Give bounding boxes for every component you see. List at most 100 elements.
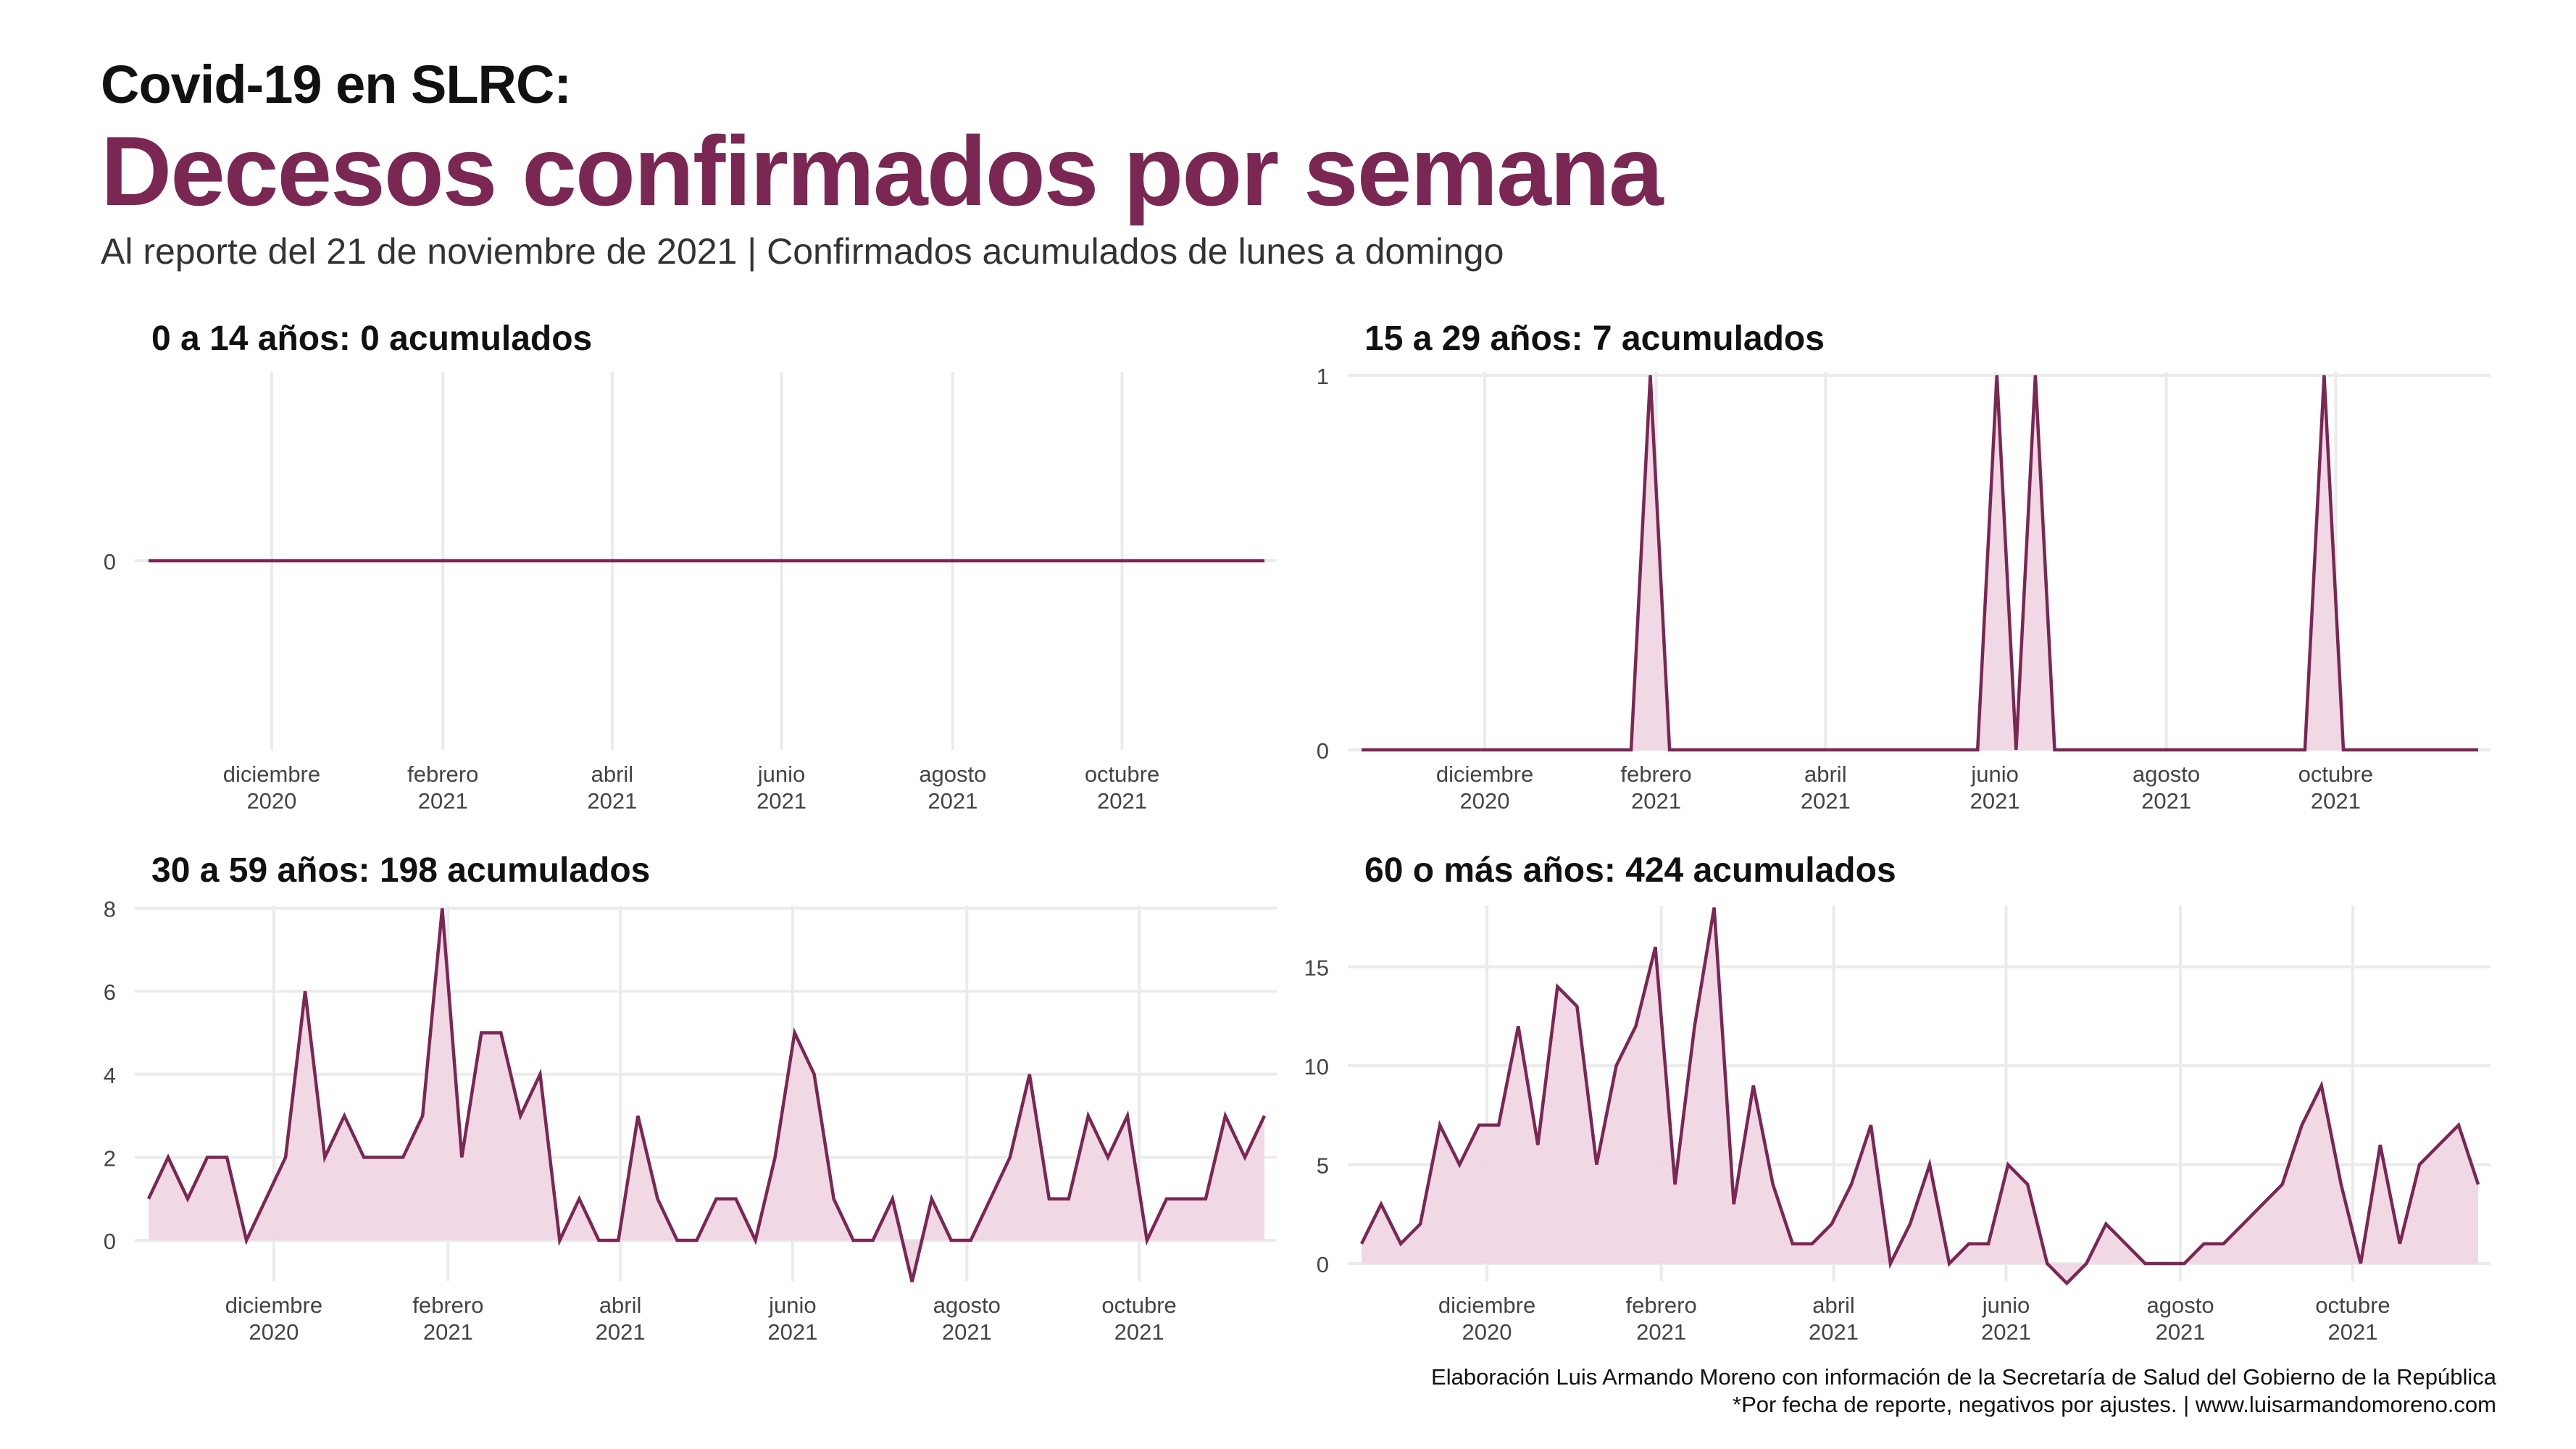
x-tick-year: 2021 [1801, 788, 1851, 814]
data-point [1870, 1124, 1872, 1127]
x-tick-month: abril [591, 761, 634, 787]
x-tick-month: octubre [1101, 1293, 1176, 1318]
panel-title-15-29: 15 a 29 años: 7 acumulados [1364, 320, 1825, 358]
x-tick-month: abril [1804, 761, 1847, 787]
data-point [1811, 1243, 1814, 1245]
x-tick-month: abril [599, 1293, 642, 1318]
data-point [1458, 1164, 1461, 1166]
x-tick-month: abril [1812, 1293, 1855, 1318]
panel-chart-15-29: 01diciembre2020febrero2021abril2021junio… [1317, 364, 2490, 814]
y-tick-label: 4 [104, 1063, 116, 1088]
x-tick-year: 2021 [2327, 1319, 2377, 1345]
data-point [1614, 1064, 1617, 1067]
data-point [1909, 1222, 1912, 1225]
x-tick-year: 2021 [587, 788, 637, 814]
x-tick-year: 2021 [1114, 1319, 1164, 1345]
data-point [2203, 1243, 2206, 1245]
x-tick-year: 2020 [1462, 1319, 1512, 1345]
y-tick-label: 8 [104, 897, 116, 922]
x-tick-month: junio [1982, 1293, 2030, 1318]
panel-title-30-59: 30 a 59 años: 198 acumulados [151, 851, 651, 890]
x-tick-year: 2021 [1097, 788, 1147, 814]
data-point [1791, 1243, 1794, 1245]
chart-title: Decesos confirmados por semana [101, 116, 1664, 226]
data-point [2124, 1243, 2127, 1245]
series-line [1362, 375, 2478, 752]
data-point [1889, 1262, 1892, 1265]
data-point [1752, 1084, 1755, 1087]
data-point [2163, 1262, 2166, 1265]
x-tick-month: octubre [2298, 761, 2373, 787]
data-point [1967, 1243, 1970, 1245]
data-point [1556, 985, 1559, 988]
series-area [1362, 375, 2478, 750]
panel-chart-60-plus: 051015diciembre2020febrero2021abril2021j… [1304, 906, 2490, 1345]
data-point [2183, 1262, 2185, 1265]
x-tick-year: 2021 [942, 1319, 992, 1345]
data-point [1928, 1164, 1931, 1166]
x-tick-month: febrero [412, 1293, 483, 1318]
x-tick-year: 2020 [249, 1319, 299, 1345]
data-point [2281, 1183, 2284, 1186]
y-tick-label: 10 [1304, 1054, 1329, 1080]
data-point [1438, 1124, 1441, 1127]
data-point [1948, 1262, 1951, 1265]
data-point [2104, 1222, 2107, 1225]
data-point [1360, 1243, 1363, 1245]
data-point [2065, 1282, 2068, 1285]
footer-note: *Por fecha de reporte, negativos por aju… [1733, 1392, 2496, 1418]
series-line [1359, 907, 2480, 1286]
x-tick-year: 2020 [1460, 788, 1510, 814]
data-point [1772, 1183, 1775, 1186]
data-point [2262, 1203, 2264, 1206]
series-area [149, 908, 1264, 1282]
x-tick-year: 2021 [1981, 1319, 2031, 1345]
data-point [1693, 1024, 1696, 1027]
x-tick-month: febrero [1626, 1293, 1697, 1318]
panel-chart-0-14: 0diciembre2020febrero2021abril2021junio2… [104, 372, 1277, 814]
data-point [1517, 1024, 1520, 1027]
y-tick-label: 0 [1317, 738, 1329, 764]
y-tick-label: 2 [104, 1145, 116, 1171]
x-tick-year: 2021 [2311, 788, 2361, 814]
data-point [1850, 1183, 1853, 1186]
x-tick-month: diciembre [223, 761, 320, 787]
series-area [1362, 907, 2478, 1284]
y-tick-label: 0 [104, 1229, 116, 1254]
data-point [1987, 1243, 1990, 1245]
header: Covid-19 en SLRC: Decesos confirmados po… [101, 58, 1664, 272]
data-point [2340, 1183, 2343, 1186]
x-tick-month: diciembre [225, 1293, 322, 1318]
x-tick-year: 2021 [596, 1319, 646, 1345]
data-point [1536, 1143, 1539, 1146]
data-point [1713, 906, 1716, 909]
x-tick-month: febrero [1620, 761, 1691, 787]
data-point [1674, 1183, 1677, 1186]
x-tick-month: febrero [407, 761, 478, 787]
x-tick-month: diciembre [1436, 761, 1533, 787]
data-point [2085, 1262, 2088, 1265]
x-tick-month: octubre [1085, 761, 1159, 787]
x-tick-year: 2021 [928, 788, 978, 814]
panel-chart-30-59: 02468diciembre2020febrero2021abril2021ju… [104, 897, 1277, 1345]
data-point [1477, 1124, 1480, 1127]
x-tick-year: 2020 [246, 788, 296, 814]
data-point [2477, 1183, 2480, 1186]
data-point [1380, 1203, 1383, 1206]
x-tick-month: junio [768, 1293, 817, 1318]
data-point [2026, 1183, 2029, 1186]
footer: Elaboración Luis Armando Moreno con info… [1431, 1364, 2496, 1419]
data-point [2457, 1124, 2460, 1127]
data-point [2242, 1222, 2245, 1225]
chart-subtitle: Al reporte del 21 de noviembre de 2021 |… [101, 231, 1504, 272]
data-point [2222, 1243, 2225, 1245]
x-tick-month: agosto [2133, 761, 2200, 787]
data-point [1497, 1124, 1500, 1127]
data-point [2379, 1143, 2382, 1146]
x-tick-year: 2021 [1631, 788, 1681, 814]
y-tick-label: 1 [1317, 364, 1329, 389]
data-point [2418, 1164, 2421, 1166]
y-tick-label: 5 [1317, 1153, 1329, 1179]
x-tick-month: junio [1970, 761, 2019, 787]
data-point [2438, 1143, 2440, 1146]
